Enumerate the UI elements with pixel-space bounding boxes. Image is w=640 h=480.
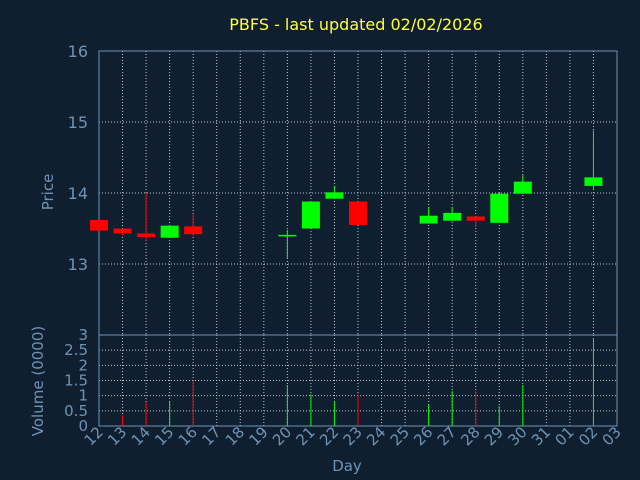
- volume-tick-label: 2: [78, 356, 88, 374]
- price-panel: 13 14 15 16: [68, 42, 618, 336]
- candle-body: [325, 192, 344, 199]
- price-tick-label: 13: [68, 255, 88, 274]
- volume-tick-label: 0.5: [64, 402, 88, 420]
- candle-body: [137, 233, 156, 238]
- chart-title: PBFS - last updated 02/02/2026: [229, 15, 482, 34]
- candle-body: [160, 225, 179, 238]
- volume-axis-label: Volume (0000): [29, 326, 47, 436]
- volume-panel: 00.511.522.53: [64, 326, 618, 435]
- candle-body: [419, 215, 438, 224]
- candle-body: [466, 216, 485, 221]
- volume-tick-label: 2.5: [64, 341, 88, 359]
- volume-tick-label: 3: [78, 326, 88, 344]
- price-tick-label: 16: [68, 42, 88, 61]
- volume-tick-label: 1.5: [64, 372, 88, 390]
- candle-body: [113, 228, 132, 234]
- x-axis: 1213141516171819202122232425262728293031…: [81, 423, 625, 449]
- candle-body: [184, 226, 203, 235]
- price-axis-label: Price: [39, 174, 57, 211]
- x-axis-label: Day: [332, 457, 362, 475]
- candle-body: [301, 201, 320, 229]
- candle-body: [490, 193, 509, 223]
- volume-tick-label: 0: [78, 417, 88, 435]
- price-tick-label: 14: [68, 184, 88, 203]
- volume-tick-label: 1: [78, 387, 88, 405]
- candle-body: [278, 234, 297, 237]
- candle-body: [349, 201, 367, 225]
- candle-body: [513, 181, 532, 194]
- price-tick-label: 15: [68, 113, 88, 132]
- candle-body: [90, 219, 108, 231]
- candle-body: [584, 177, 603, 186]
- candle-body: [443, 212, 462, 221]
